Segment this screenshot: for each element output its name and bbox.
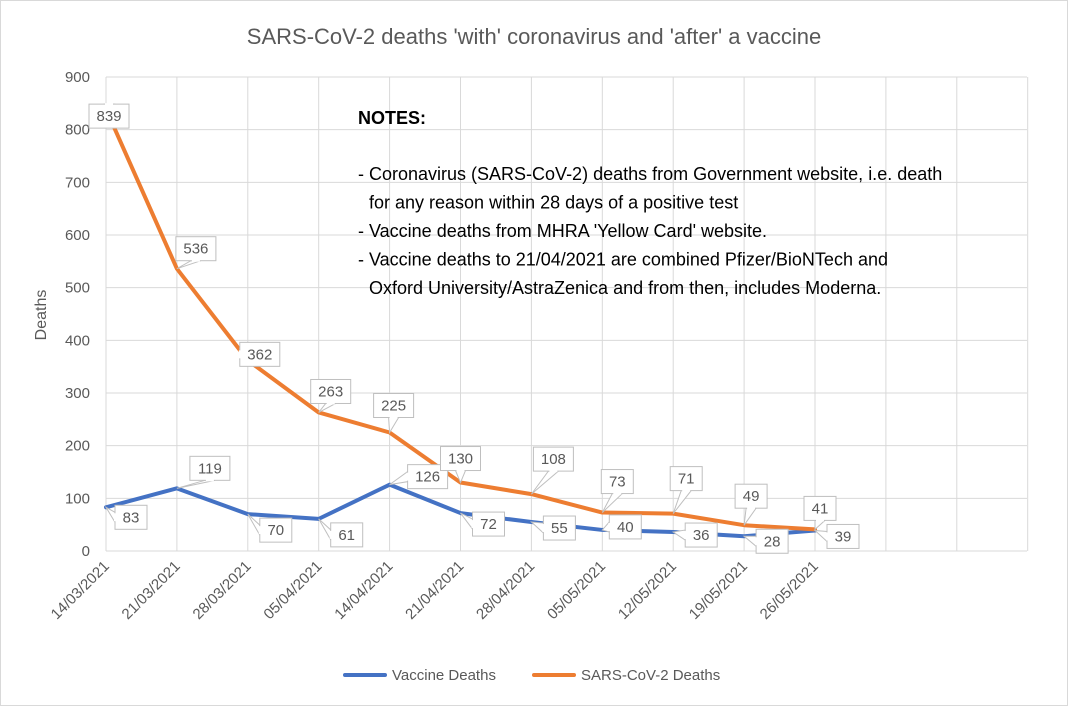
svg-text:SARS-CoV-2 Deaths: SARS-CoV-2 Deaths	[581, 667, 720, 684]
svg-text:49: 49	[743, 488, 760, 505]
y-tick-label: 500	[65, 280, 90, 297]
data-label: 39	[813, 523, 860, 549]
x-tick-label: 21/04/2021	[402, 558, 467, 623]
svg-text:130: 130	[448, 451, 473, 468]
svg-text:71: 71	[678, 471, 695, 488]
data-label: 28	[742, 528, 789, 554]
svg-text:108: 108	[541, 451, 566, 468]
svg-text:73: 73	[609, 474, 626, 491]
x-tick-label: 26/05/2021	[757, 558, 822, 623]
svg-text:61: 61	[338, 527, 355, 544]
x-tick-label: 28/04/2021	[473, 558, 538, 623]
svg-text:41: 41	[812, 500, 829, 517]
legend-item: Vaccine Deaths	[343, 667, 496, 684]
x-axis-ticks: 14/03/2021 21/03/2021 28/03/2021 05/04/2021…	[48, 558, 822, 623]
data-label: 72	[460, 511, 505, 537]
chart-title: SARS-CoV-2 deaths 'with' coronavirus and…	[247, 24, 821, 49]
svg-text:55: 55	[551, 520, 568, 537]
notes-line: Oxford University/AstraZenica and from t…	[369, 278, 881, 298]
y-tick-label: 400	[65, 332, 90, 349]
y-tick-label: 300	[65, 385, 90, 402]
notes-line: - Vaccine deaths to 21/04/2021 are combi…	[358, 250, 888, 270]
data-labels: 83 119 70 61 126 72 55 40 36 28 39 839 536 362 263 225 1…	[88, 103, 860, 554]
svg-text:225: 225	[381, 398, 406, 415]
x-tick-label: 14/03/2021	[48, 558, 113, 623]
data-label: 40	[601, 514, 642, 540]
data-label: 108	[530, 446, 574, 495]
y-tick-label: 100	[65, 490, 90, 507]
svg-text:39: 39	[835, 528, 852, 545]
y-tick-label: 900	[65, 69, 90, 86]
notes-line: - Vaccine deaths from MHRA 'Yellow Card'…	[358, 221, 767, 241]
svg-text:362: 362	[247, 346, 272, 363]
data-label: 49	[734, 483, 768, 526]
data-label: 839	[88, 103, 130, 129]
svg-text:839: 839	[96, 108, 121, 125]
svg-text:Vaccine Deaths: Vaccine Deaths	[392, 667, 496, 684]
data-label: 55	[529, 515, 576, 541]
svg-text:70: 70	[267, 522, 284, 539]
data-label: 362	[238, 341, 281, 367]
svg-text:263: 263	[318, 383, 343, 400]
x-tick-label: 21/03/2021	[119, 558, 184, 623]
legend: Vaccine Deaths SARS-CoV-2 Deaths	[343, 667, 720, 684]
x-tick-label: 05/04/2021	[260, 558, 325, 623]
y-tick-label: 700	[65, 174, 90, 191]
svg-text:83: 83	[123, 509, 140, 526]
data-label: 263	[310, 378, 352, 413]
y-tick-label: 600	[65, 227, 90, 244]
notes-line: - Coronavirus (SARS-CoV-2) deaths from G…	[358, 164, 942, 184]
data-label: 225	[373, 393, 415, 435]
svg-text:28: 28	[764, 533, 781, 550]
data-label: 61	[318, 518, 364, 548]
svg-text:536: 536	[183, 241, 208, 258]
y-axis-ticks: 0 100 200 300 400 500 600 700 800 900	[65, 69, 90, 560]
data-label: 130	[440, 446, 481, 484]
legend-item: SARS-CoV-2 Deaths	[532, 667, 720, 684]
notes-box: NOTES: - Coronavirus (SARS-CoV-2) deaths…	[358, 108, 942, 298]
y-tick-label: 0	[82, 543, 90, 560]
data-label: 73	[600, 469, 634, 513]
gridlines	[105, 76, 1029, 552]
svg-text:119: 119	[198, 460, 222, 477]
data-label: 536	[175, 236, 217, 270]
svg-text:40: 40	[617, 519, 634, 536]
notes-heading: NOTES:	[358, 108, 426, 128]
svg-text:72: 72	[480, 516, 497, 533]
x-tick-label: 14/04/2021	[331, 558, 396, 623]
data-label: 70	[247, 513, 293, 543]
svg-text:36: 36	[693, 527, 710, 544]
data-label: 126	[389, 464, 449, 490]
x-tick-label: 12/05/2021	[615, 558, 680, 623]
x-tick-label: 28/03/2021	[190, 558, 255, 623]
x-tick-label: 19/05/2021	[686, 558, 751, 623]
y-tick-label: 200	[65, 438, 90, 455]
data-label: 71	[669, 466, 703, 514]
data-label: 119	[176, 455, 231, 489]
x-tick-label: 05/05/2021	[544, 558, 609, 623]
y-tick-label: 800	[65, 122, 90, 139]
svg-text:126: 126	[415, 469, 440, 486]
data-label: 83	[104, 504, 148, 530]
notes-line: for any reason within 28 days of a posit…	[369, 193, 738, 213]
y-axis-label: Deaths	[33, 290, 50, 341]
data-label: 41	[803, 495, 837, 531]
data-label: 36	[671, 522, 718, 548]
